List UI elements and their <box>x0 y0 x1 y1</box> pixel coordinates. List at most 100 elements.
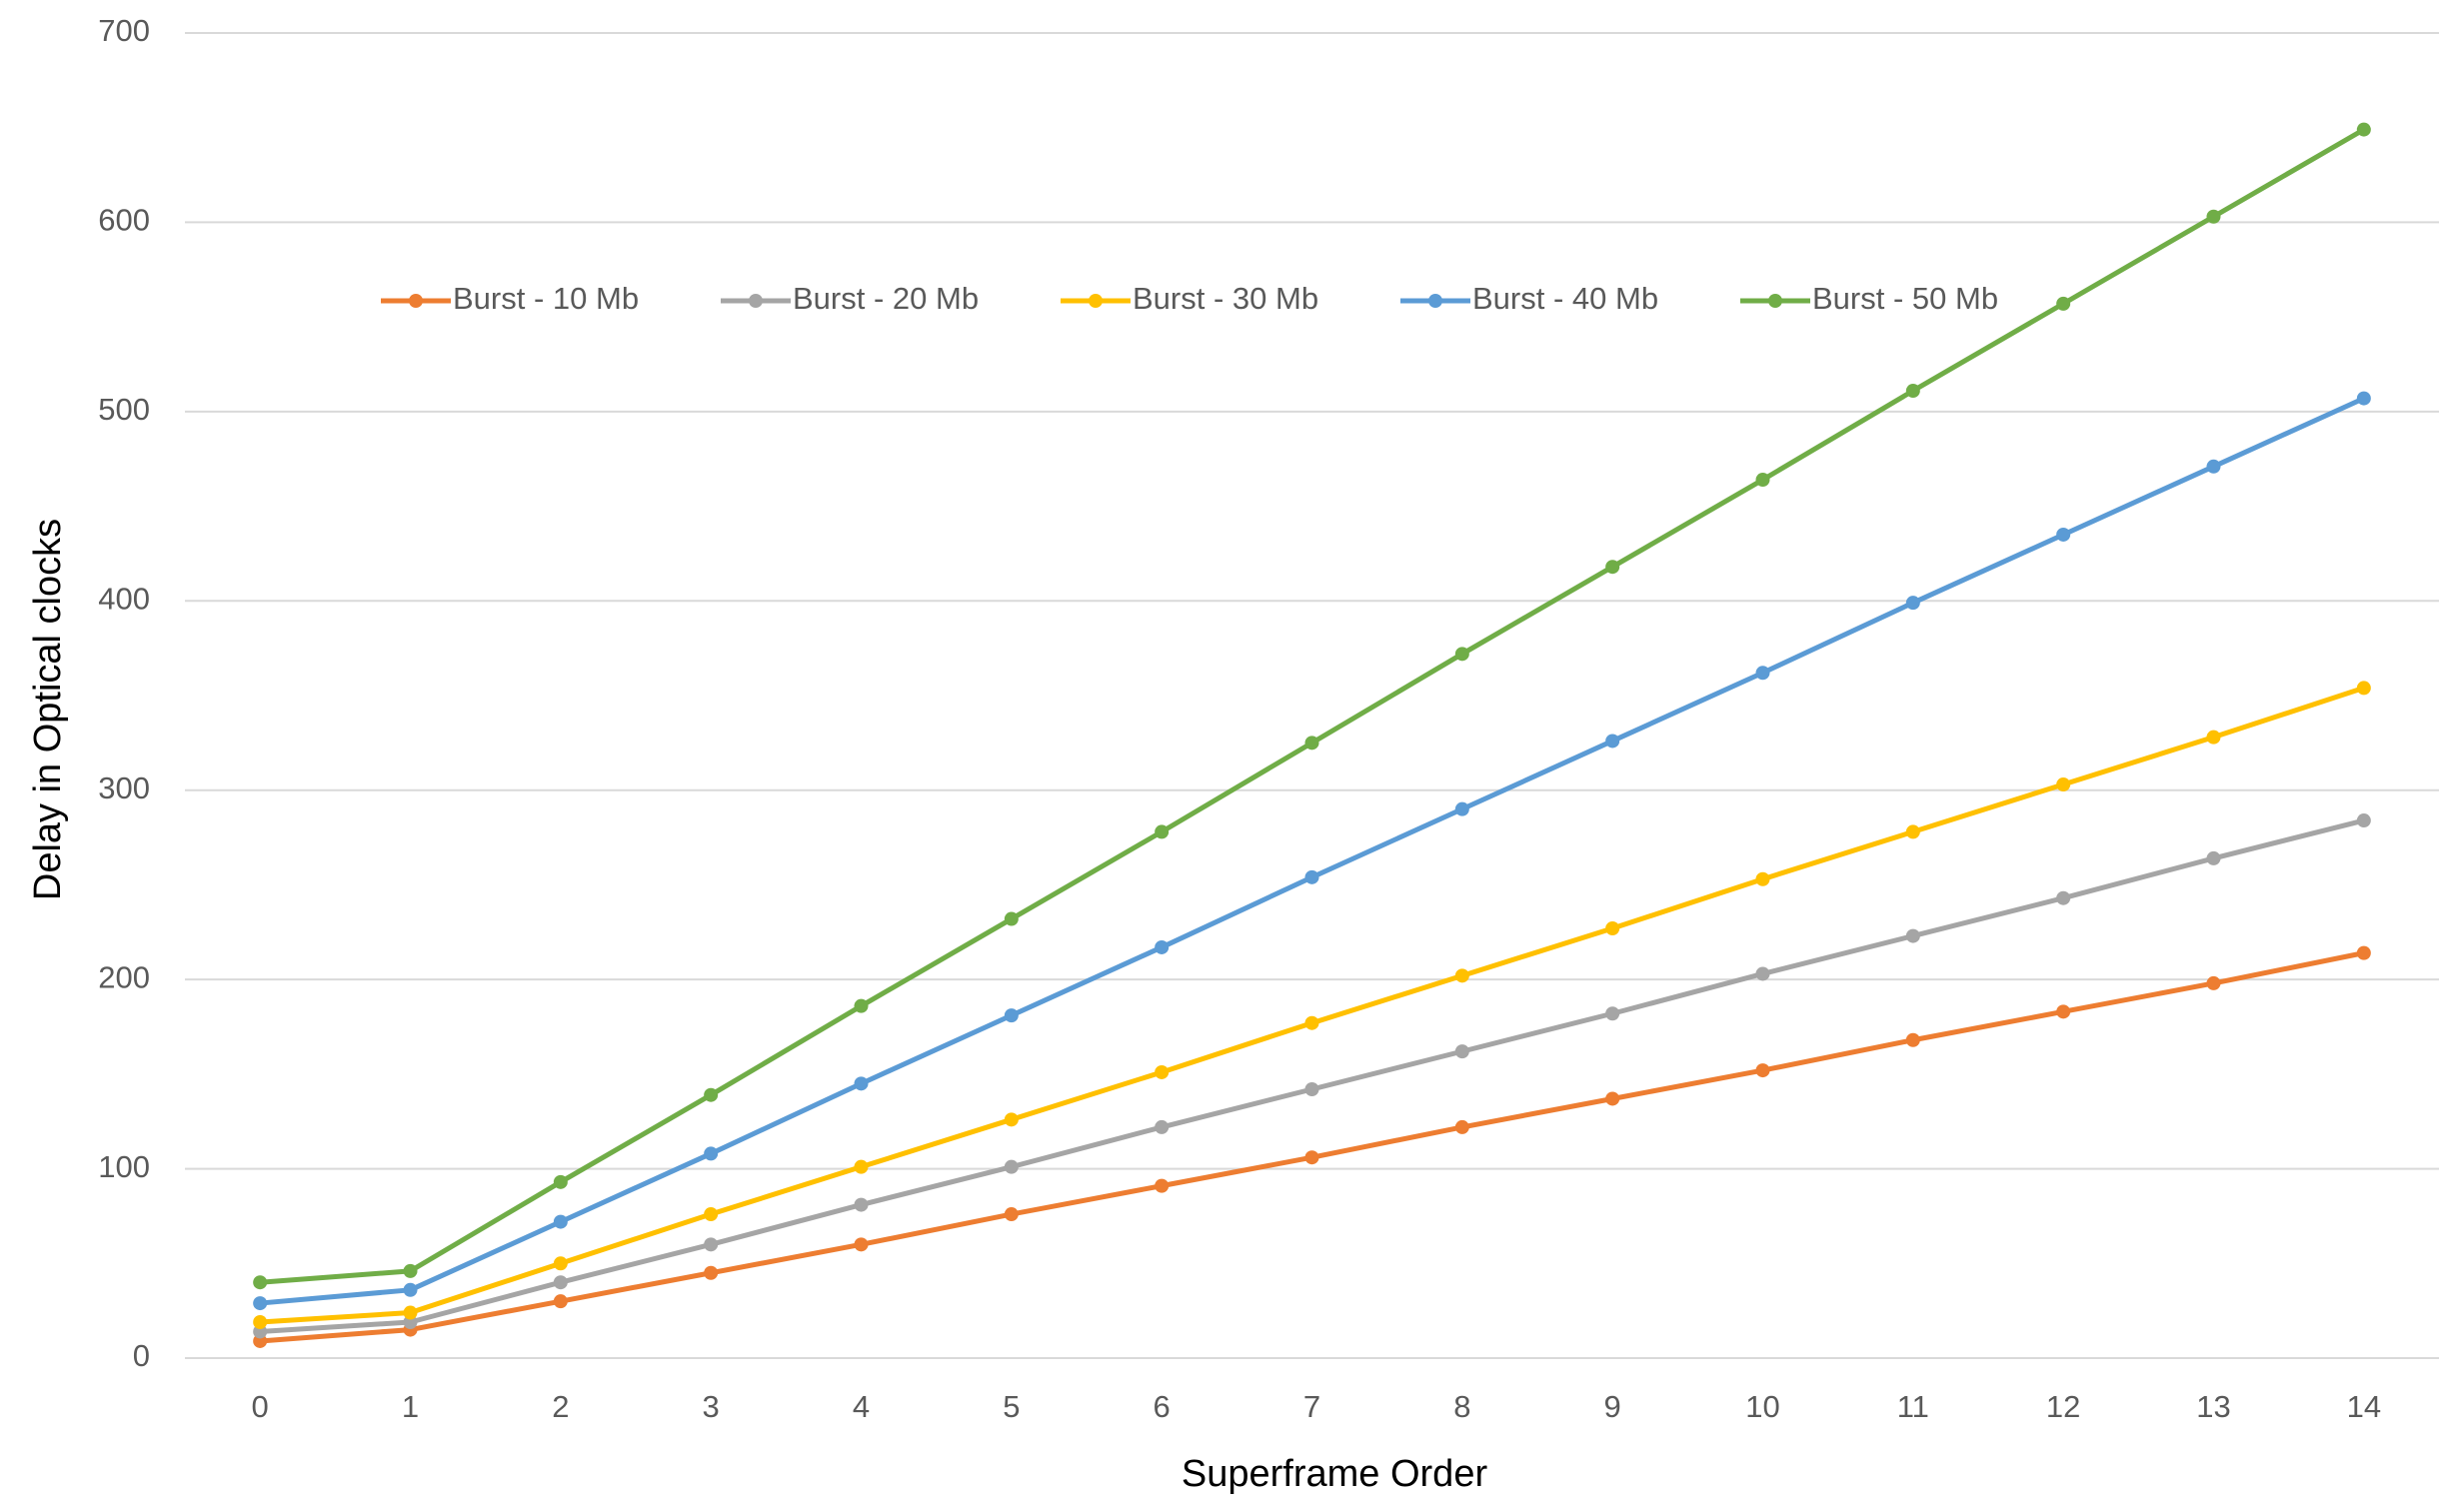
data-point <box>1905 1032 1920 1047</box>
data-point <box>2356 813 2371 828</box>
data-point <box>1004 1159 1019 1174</box>
data-point <box>1004 1207 1019 1222</box>
x-tick-label: 2 <box>552 1389 569 1424</box>
data-point <box>2056 527 2071 542</box>
y-tick-label: 200 <box>98 959 150 994</box>
data-point <box>2356 945 2371 960</box>
data-point <box>1905 384 1920 399</box>
data-point <box>1755 473 1770 488</box>
x-tick-label: 11 <box>1897 1389 1929 1424</box>
y-tick-label: 0 <box>133 1338 150 1373</box>
data-point <box>854 1237 869 1252</box>
data-point <box>253 1315 268 1330</box>
data-point <box>1304 1015 1319 1030</box>
legend-marker <box>1428 294 1442 308</box>
data-point <box>704 1146 719 1161</box>
data-point <box>1304 869 1319 884</box>
data-point <box>1905 596 1920 611</box>
data-point <box>1155 1119 1170 1134</box>
data-point <box>1605 560 1620 575</box>
data-point <box>704 1087 719 1102</box>
y-tick-label: 300 <box>98 770 150 805</box>
x-tick-label: 14 <box>2347 1389 2381 1424</box>
x-tick-label: 8 <box>1453 1389 1470 1424</box>
y-tick-label: 600 <box>98 203 150 238</box>
data-point <box>2356 681 2371 696</box>
data-point <box>553 1294 568 1309</box>
data-point <box>1755 666 1770 681</box>
data-point <box>2206 975 2221 990</box>
data-point <box>704 1207 719 1222</box>
x-tick-label: 6 <box>1154 1389 1171 1424</box>
legend-label: Burst - 50 Mb <box>1812 281 1998 316</box>
data-point <box>1605 1091 1620 1106</box>
data-point <box>1454 1119 1469 1134</box>
x-tick-label: 1 <box>402 1389 419 1424</box>
data-point <box>553 1174 568 1189</box>
legend-label: Burst - 20 Mb <box>793 281 979 316</box>
data-point <box>1605 1006 1620 1021</box>
data-point <box>1905 928 1920 943</box>
data-point <box>1155 1178 1170 1193</box>
data-point <box>1454 1044 1469 1059</box>
series-line <box>259 950 2365 1344</box>
data-point <box>1755 1063 1770 1078</box>
x-tick-label: 12 <box>2046 1389 2080 1424</box>
x-axis-title: Superframe Order <box>1182 1453 1488 1495</box>
data-point <box>1304 736 1319 751</box>
data-point <box>1905 824 1920 839</box>
data-point <box>1454 968 1469 983</box>
data-point <box>1155 824 1170 839</box>
data-point <box>1605 734 1620 749</box>
x-tick-label: 5 <box>1003 1389 1020 1424</box>
data-point <box>704 1237 719 1252</box>
data-point <box>1454 647 1469 662</box>
data-point <box>253 1296 268 1311</box>
series-line <box>260 686 2365 1325</box>
data-point <box>854 1076 869 1091</box>
data-point <box>2056 1004 2071 1019</box>
data-point <box>854 998 869 1013</box>
data-point <box>854 1159 869 1174</box>
y-axis-title: Delay in Optical clocks <box>27 519 69 900</box>
data-point <box>2206 459 2221 474</box>
data-point <box>553 1275 568 1290</box>
data-point <box>1155 1064 1170 1079</box>
legend-marker <box>1768 294 1782 308</box>
data-point <box>1304 1150 1319 1165</box>
data-point <box>403 1305 418 1320</box>
data-point <box>854 1197 869 1212</box>
legend-marker <box>749 294 763 308</box>
y-tick-label: 700 <box>98 13 150 48</box>
data-point <box>1004 1008 1019 1023</box>
legend-marker <box>1089 294 1103 308</box>
legend-label: Burst - 10 Mb <box>453 281 639 316</box>
data-point <box>1755 966 1770 981</box>
data-point <box>2206 209 2221 224</box>
series-line <box>260 817 2365 1334</box>
data-point <box>403 1282 418 1297</box>
data-point <box>1004 911 1019 926</box>
legend-marker <box>409 294 423 308</box>
data-point <box>1454 801 1469 816</box>
x-tick-label: 4 <box>853 1389 870 1424</box>
data-point <box>553 1256 568 1271</box>
data-point <box>2056 777 2071 792</box>
y-tick-label: 100 <box>98 1149 150 1184</box>
legend-label: Burst - 40 Mb <box>1472 281 1658 316</box>
legend-label: Burst - 30 Mb <box>1133 281 1318 316</box>
data-point <box>1155 939 1170 954</box>
x-tick-label: 10 <box>1745 1389 1779 1424</box>
x-tick-label: 7 <box>1303 1389 1320 1424</box>
y-tick-label: 400 <box>98 581 150 616</box>
x-tick-label: 3 <box>703 1389 720 1424</box>
data-point <box>2206 730 2221 745</box>
data-point <box>553 1214 568 1229</box>
data-point <box>1004 1112 1019 1127</box>
data-point <box>1304 1082 1319 1097</box>
x-tick-label: 13 <box>2196 1389 2230 1424</box>
data-point <box>2056 296 2071 311</box>
data-point <box>704 1265 719 1280</box>
